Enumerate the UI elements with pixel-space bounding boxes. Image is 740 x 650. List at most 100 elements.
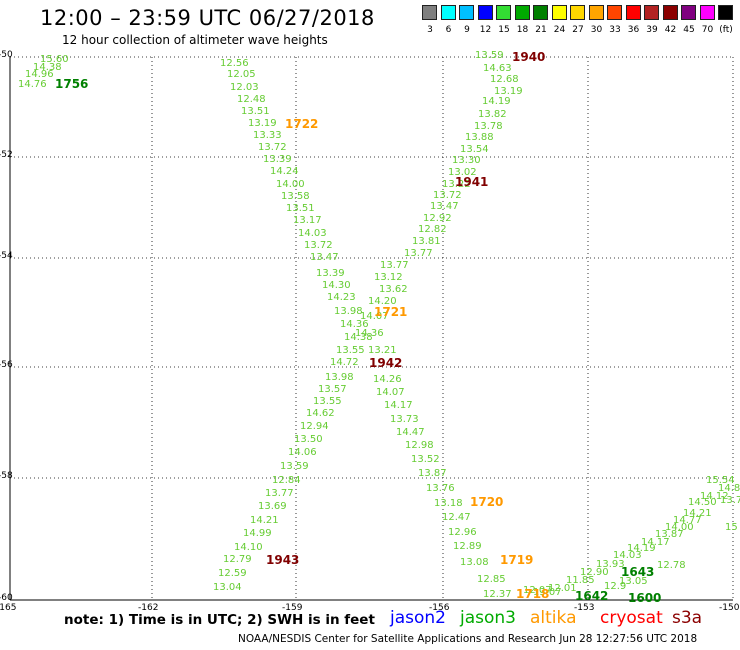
swh-value: 12.37 [483,589,512,600]
swh-value: 12.85 [477,574,506,585]
swh-value: 13.55 [313,396,342,407]
swh-value: 13.08 [460,557,489,568]
swh-value: 13.17 [293,215,322,226]
swh-value: 14.07 [376,387,405,398]
swh-value: 12.01 [548,583,577,594]
lat-label: -58 [0,471,13,481]
footer-credit: NOAA/NESDIS Center for Satellite Applica… [238,633,698,645]
swh-value: 12.92 [423,213,452,224]
lon-label: -150 [719,603,740,613]
swh-value: 13.39 [263,154,292,165]
track-time-label: 1719 [500,553,533,567]
swh-value: 14.00 [276,179,305,190]
scale-swatch [514,5,530,20]
scale-label: 36 [627,25,640,35]
swh-value: 12.68 [490,74,519,85]
swh-value: 13.07 [533,587,562,598]
track-time-label: 1941 [455,175,488,189]
page-title: 12:00 – 23:59 UTC 06/27/2018 [40,6,375,30]
track-time-labels: 1756 1722 1940 1941 1721 1942 1720 1719 1718 1943… [55,50,661,605]
swh-value: 13.12 [374,272,403,283]
swh-value: 14.06 [288,447,317,458]
swh-value: 12.59 [218,568,247,579]
swh-value: 14.38 [344,332,373,343]
swh-value: 11.85 [566,575,595,586]
swh-value: 12.47 [442,512,471,523]
swh-value: 13.77 [404,248,433,259]
swh-value: 14.10 [234,542,263,553]
swh-value: 12.78 [657,560,686,571]
swh-value: 14.50 [688,497,717,508]
scale-label: 21 [535,25,547,35]
scale-swatch [570,5,585,20]
swh-value: 13.77 [265,488,294,499]
scale-label: 18 [516,25,529,35]
lon-label: -159 [282,603,303,613]
scale-swatch [459,5,474,20]
swh-value: 14.19 [482,96,511,107]
swh-value: 14.26 [373,374,402,385]
swh-value: 13.93 [596,559,625,570]
swh-value: 14.36 [340,319,369,330]
swh-value: 13.58 [281,191,310,202]
swh-value: 14.99 [243,528,272,539]
lon-label: -153 [574,603,595,613]
track-time-label: 1720 [470,495,503,509]
track-time-label: 1718 [516,587,549,601]
scale-swatch [496,5,511,20]
swh-value: 13.72 [304,240,333,251]
swh-value: 14.21 [250,515,279,526]
swh-value: 13.55 [336,345,365,356]
swh-value: 12.07 [523,585,552,596]
swh-value: 13.54 [460,144,489,155]
track-time-label: 1722 [285,117,318,131]
swh-value: 12.82 [418,224,447,235]
track-time-label: 1756 [55,77,88,91]
swh-value: 13.72 [258,142,287,153]
swh-value: 12.05 [227,69,256,80]
swh-value: 14.77 [673,515,702,526]
scale-label: 39 [646,25,658,35]
swh-value: 13.98 [325,372,354,383]
swh-value: 12.03 [230,82,259,93]
page-subtitle: 12 hour collection of altimeter wave hei… [62,33,328,47]
lon-label: -165 [0,603,17,613]
swh-value: 13.62 [379,284,408,295]
swh-value: 12.90 [580,567,609,578]
lon-label: -156 [429,603,450,613]
swh-value: 12.84 [272,475,301,486]
swh-value: 13.72 [433,190,462,201]
swh-value: 13.22 [442,179,471,190]
scale-label: 6 [445,25,452,35]
swh-value: 13.98 [334,306,363,317]
satellite-altika: altika [530,608,577,628]
scale-swatch [422,5,437,20]
scale-swatch [718,5,733,20]
track-time-label: 1600 [628,591,661,605]
swh-value: 14.23 [327,292,356,303]
satellite-jason3: jason3 [460,608,516,628]
footer-note: note: 1) Time is in UTC; 2) SWH is in fe… [64,612,375,628]
swh-value: 13.59 [475,50,504,61]
scale-swatch [625,5,641,20]
swh-value: 12.98 [405,440,434,451]
lat-label: -52 [0,150,13,160]
lat-label: -60 [0,593,13,603]
swh-value: 14.03 [298,228,327,239]
swh-value: 12.56 [220,58,249,69]
swh-value: 14.03 [613,550,642,561]
swh-value: 13.52 [411,454,440,465]
scale-swatch [662,5,678,20]
scale-swatch [681,5,696,20]
swh-value: 13.50 [294,434,323,445]
swh-value: 13.51 [241,106,270,117]
satellite-jason2: jason2 [390,608,446,628]
swh-value: 14.12 [700,491,729,502]
swh-value: 13.39 [316,268,345,279]
swh-value: 13.87 [418,468,447,479]
swh-value: 13.88 [465,132,494,143]
satellite-s3a: s3a [672,608,703,628]
scale-swatch [588,5,604,20]
swh-value: 13.19 [248,118,277,129]
swh-value: 13.04 [213,582,242,593]
